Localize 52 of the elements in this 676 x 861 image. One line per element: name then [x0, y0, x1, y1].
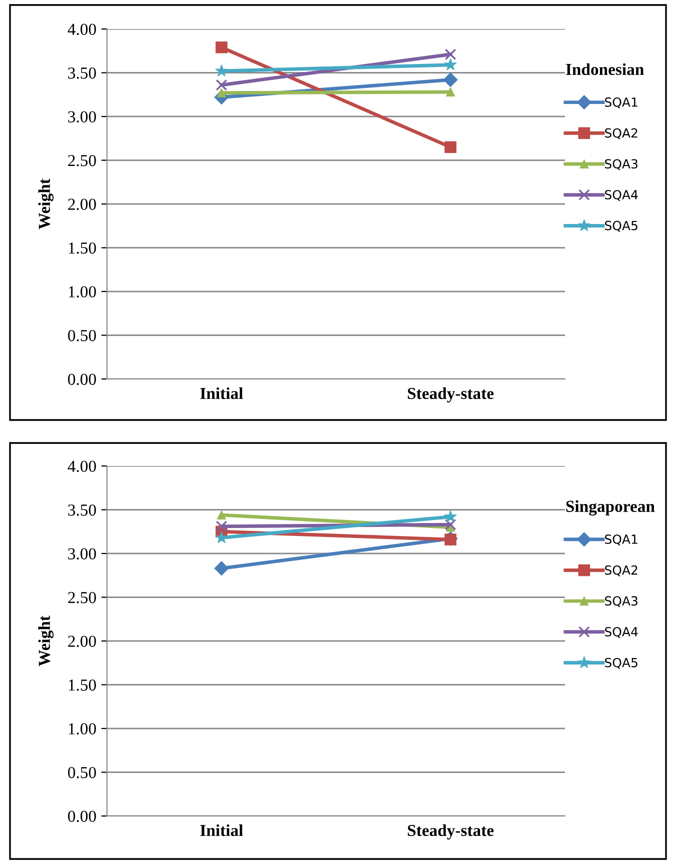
point [216, 520, 228, 532]
legend-title: Singaporean [566, 500, 655, 516]
legend-label: SQA2 [604, 128, 638, 140]
point [443, 72, 458, 87]
y-tick-label: 2.50 [68, 592, 96, 604]
y-tick-label: 1.50 [68, 242, 96, 254]
y-axis-title: Weight [38, 178, 54, 230]
point [444, 58, 457, 70]
y-tick-label: 4.00 [68, 24, 96, 36]
y-tick-label: 1.00 [68, 723, 96, 735]
y-tick-label: 3.00 [68, 548, 96, 560]
legend-label: SQA3 [604, 159, 638, 170]
y-tick-label: 0.00 [68, 810, 96, 822]
x-tick-label: Initial [200, 387, 243, 400]
point [216, 510, 226, 520]
point [216, 79, 228, 91]
y-tick-label: 4.00 [68, 460, 96, 472]
legend-title: Indonesian [566, 63, 644, 76]
y-tick-label: 0.00 [68, 374, 96, 386]
legend-label: SQA4 [604, 190, 638, 201]
y-tick-label: 1.00 [68, 286, 96, 298]
point [216, 88, 226, 98]
x-tick-label: Steady-state [408, 387, 494, 402]
point [215, 64, 228, 76]
point [214, 561, 229, 576]
point [444, 518, 456, 530]
x-tick-label: Initial [200, 824, 243, 836]
point [216, 41, 228, 54]
legend-label: SQA1 [604, 534, 638, 546]
y-tick-label: 1.50 [68, 679, 96, 691]
y-tick-label: 2.00 [68, 198, 96, 210]
legend-label: SQA3 [604, 596, 638, 608]
point [444, 48, 456, 60]
point [444, 534, 456, 546]
point [446, 87, 456, 97]
y-tick-label: 2.50 [68, 154, 96, 166]
y-tick-label: 3.50 [68, 67, 96, 79]
x-tick-label: Steady-state [408, 824, 494, 840]
legend-label: SQA1 [604, 97, 638, 108]
y-tick-label: 3.50 [68, 504, 96, 516]
y-axis-title: Weight [38, 616, 54, 666]
point [444, 510, 457, 522]
legend-label: SQA5 [604, 658, 638, 669]
y-tick-label: 3.00 [68, 111, 96, 123]
y-tick-label: 0.50 [68, 766, 96, 778]
legend-label: SQA5 [604, 220, 638, 232]
legend-label: SQA4 [604, 627, 638, 638]
point [444, 141, 456, 154]
y-tick-label: 0.50 [68, 330, 96, 342]
point [215, 531, 228, 544]
legend-label: SQA2 [604, 565, 638, 576]
y-tick-label: 2.00 [68, 636, 96, 648]
